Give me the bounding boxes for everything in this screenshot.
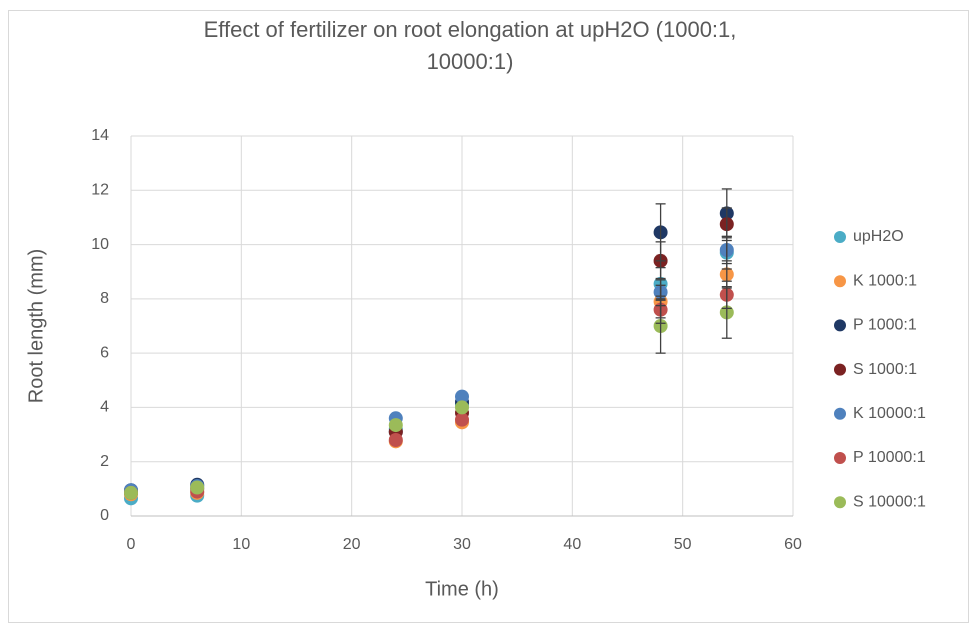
- y-tick-label: 10: [91, 236, 109, 253]
- legend-marker: [834, 363, 846, 376]
- x-tick-label: 0: [127, 536, 136, 553]
- x-tick-label: 60: [784, 536, 802, 553]
- legend-marker: [834, 496, 846, 509]
- chart-border: [8, 10, 969, 623]
- point: [388, 418, 403, 433]
- point: [455, 412, 469, 427]
- legend-marker: [834, 407, 846, 420]
- y-tick-label: 14: [91, 127, 109, 144]
- legend-label: K 10000:1: [853, 405, 926, 422]
- y-tick-label: 0: [100, 507, 109, 524]
- chart-title: Effect of fertilizer on root elongation …: [203, 17, 737, 74]
- legend-marker: [834, 319, 846, 332]
- error-bar: [655, 298, 666, 354]
- x-axis-label: Time (h): [425, 578, 499, 600]
- legend-label: upH2O: [853, 228, 904, 245]
- point: [455, 389, 469, 404]
- legend-label: P 1000:1: [853, 317, 917, 334]
- point: [455, 400, 469, 415]
- y-tick-label: 8: [100, 290, 109, 307]
- x-tick-label: 30: [453, 536, 471, 553]
- legend-marker: [834, 231, 846, 243]
- error-bar: [721, 235, 732, 265]
- y-tick-label: 4: [100, 399, 109, 416]
- x-tick-label: 40: [563, 536, 581, 553]
- legend-marker: [834, 452, 846, 464]
- legend-label: P 10000:1: [853, 449, 926, 466]
- y-tick-label: 6: [100, 344, 109, 361]
- point: [190, 480, 205, 495]
- y-tick-label: 2: [100, 453, 109, 470]
- error-bar: [721, 285, 732, 339]
- point: [124, 485, 138, 500]
- x-tick-label: 10: [232, 536, 250, 553]
- x-tick-label: 50: [674, 536, 692, 553]
- legend-marker: [834, 275, 846, 288]
- legend-label: S 1000:1: [853, 361, 917, 378]
- point: [388, 433, 403, 447]
- y-axis-label: Root length (mm): [25, 249, 47, 404]
- legend-label: K 1000:1: [853, 272, 917, 289]
- x-tick-label: 20: [343, 536, 361, 553]
- y-tick-label: 12: [91, 182, 109, 199]
- legend-label: S 10000:1: [853, 493, 926, 510]
